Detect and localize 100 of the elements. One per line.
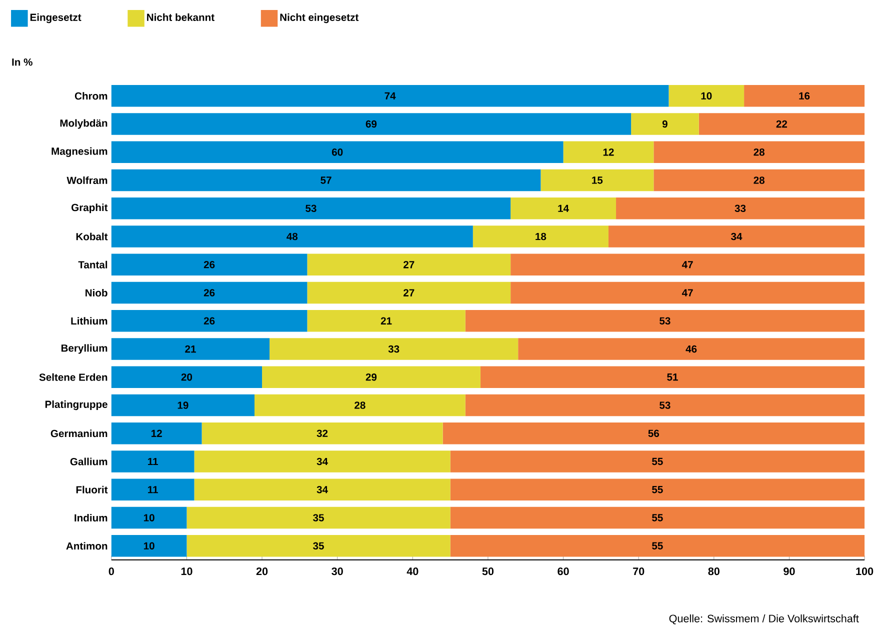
- data-label: 26: [204, 317, 215, 325]
- data-label: 11: [148, 458, 158, 466]
- x-tick-label: 80: [708, 568, 720, 576]
- y-tick-label: Platingruppe: [45, 400, 108, 410]
- y-tick-label: Magnesium: [52, 147, 108, 157]
- data-label: 55: [652, 542, 663, 550]
- bar: [465, 310, 865, 332]
- y-tick-label: Wolfram: [66, 176, 108, 184]
- bar: [472, 226, 608, 248]
- bar: [111, 394, 254, 416]
- data-label: 56: [648, 430, 660, 438]
- data-label: 57: [320, 176, 332, 184]
- data-label: 19: [178, 402, 188, 409]
- bar: [698, 113, 865, 135]
- y-tick-label: Indium: [74, 514, 108, 522]
- data-label: 53: [660, 317, 670, 325]
- bar: [450, 450, 865, 472]
- data-label: 21: [185, 345, 196, 353]
- data-label: 9: [662, 120, 668, 128]
- data-label: 53: [660, 402, 670, 409]
- bar: [518, 338, 865, 360]
- data-label: 34: [316, 486, 328, 494]
- x-tick-label: 30: [332, 568, 343, 576]
- data-label: 32: [316, 430, 328, 438]
- data-label: 11: [148, 486, 158, 494]
- y-tick-label: Germanium: [50, 430, 108, 438]
- data-label: 74: [384, 92, 396, 100]
- y-tick-label: Molybdän: [60, 119, 108, 129]
- x-tick-label: 90: [784, 568, 795, 576]
- bar: [111, 310, 308, 332]
- y-tick-label: Antimon: [66, 542, 108, 550]
- data-label: 27: [404, 261, 414, 268]
- bar: [307, 282, 511, 304]
- data-label: 34: [731, 232, 742, 240]
- x-tick-label: 70: [633, 568, 644, 576]
- bar: [654, 169, 865, 192]
- y-tick-label: Gallium: [70, 458, 108, 466]
- bar: [111, 422, 202, 444]
- data-label: 26: [204, 289, 215, 296]
- data-label: 20: [181, 374, 192, 381]
- data-label: 28: [754, 176, 765, 184]
- data-label: 35: [313, 514, 324, 522]
- bar: [194, 450, 450, 472]
- bar: [111, 113, 632, 135]
- x-tick-label: 0: [108, 568, 114, 576]
- data-label: 26: [204, 261, 215, 268]
- data-label: 34: [316, 458, 328, 466]
- bar: [510, 198, 616, 220]
- legend-label: Nicht bekannt: [147, 13, 214, 22]
- data-label: 21: [380, 317, 392, 325]
- y-tick-label: Tantal: [78, 260, 108, 268]
- y-tick-label: Niob: [86, 289, 108, 297]
- data-label: 60: [332, 148, 343, 156]
- data-label: 14: [558, 204, 569, 212]
- data-label: 55: [652, 458, 663, 466]
- bar: [563, 141, 654, 164]
- data-label: 22: [776, 120, 788, 128]
- bar: [480, 366, 865, 388]
- x-tick-label: 10: [181, 568, 192, 576]
- data-label: 47: [682, 261, 693, 268]
- data-label: 46: [686, 345, 697, 353]
- bar: [111, 535, 187, 557]
- source-note: Quelle: Swissmem / Die Volkswirtschaft: [669, 614, 859, 624]
- x-tick-label: 40: [406, 568, 418, 576]
- y-tick-label: Kobalt: [76, 232, 108, 240]
- bar: [654, 141, 865, 164]
- x-tick-label: 100: [856, 568, 874, 576]
- data-label: 33: [388, 345, 400, 353]
- data-label: 69: [366, 120, 377, 128]
- bar: [307, 310, 466, 332]
- bar: [254, 394, 466, 416]
- bar: [111, 282, 308, 304]
- bar: [307, 254, 511, 276]
- bar: [111, 169, 541, 192]
- y-tick-label: Beryllium: [61, 344, 108, 354]
- legend-label: Nicht eingesetzt: [280, 13, 359, 24]
- y-tick-label: Chrom: [74, 92, 108, 100]
- data-label: 28: [754, 148, 765, 156]
- bar: [111, 450, 194, 472]
- data-label: 55: [652, 514, 663, 522]
- y-tick-label: Lithium: [71, 317, 108, 325]
- y-tick-label: Fluorit: [76, 486, 108, 494]
- bar: [270, 338, 518, 360]
- data-label: 51: [667, 374, 678, 381]
- bar: [186, 506, 450, 529]
- bar: [111, 506, 187, 529]
- bar: [465, 394, 865, 416]
- bar: [111, 226, 473, 248]
- bar: [111, 478, 194, 500]
- bar: [194, 478, 450, 500]
- bar: [668, 85, 744, 107]
- y-tick-label: Seltene Erden: [39, 373, 108, 381]
- data-label: 27: [404, 289, 414, 296]
- bar: [540, 169, 654, 192]
- data-label: 15: [592, 176, 603, 184]
- bar: [510, 282, 865, 304]
- data-label: 10: [701, 92, 712, 100]
- bar: [111, 366, 262, 388]
- bar: [450, 506, 865, 529]
- bar: [111, 141, 564, 164]
